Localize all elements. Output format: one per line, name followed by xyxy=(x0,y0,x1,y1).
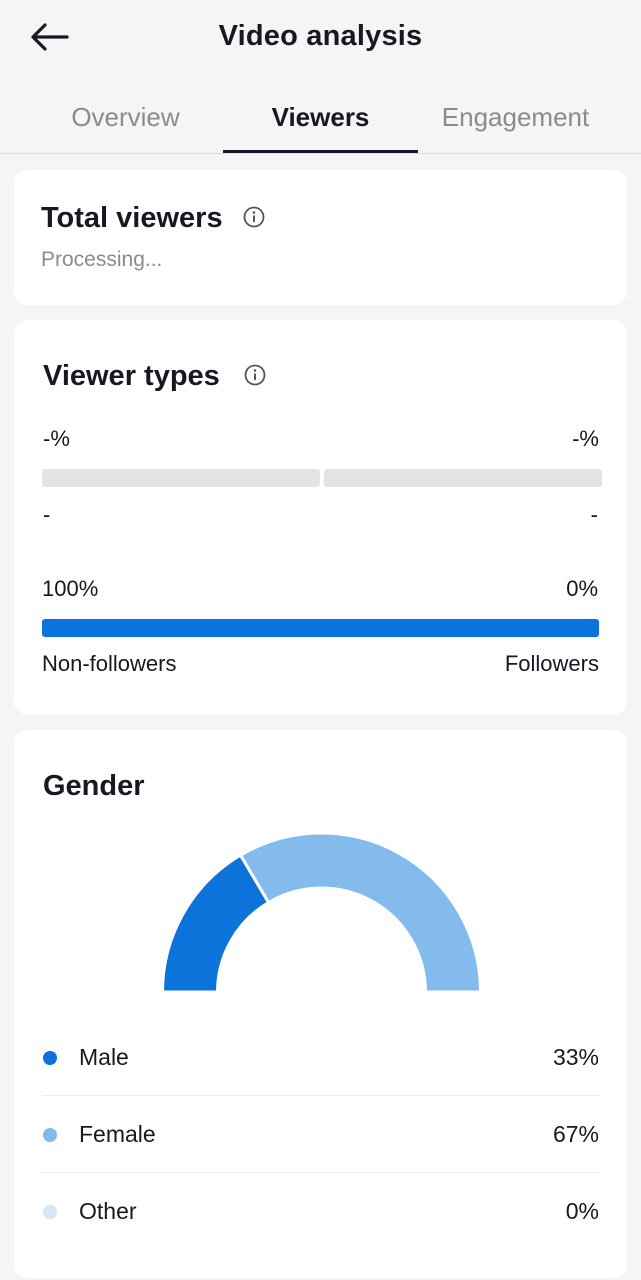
gender-card: Gender Male 33% Female 67% Other 0% xyxy=(14,730,627,1278)
back-button[interactable] xyxy=(26,18,72,56)
legend-pct: 33% xyxy=(552,1044,599,1070)
followers-label: Followers xyxy=(504,651,599,676)
total-viewers-status: Processing... xyxy=(41,248,163,271)
viewer-types-title: Viewer types xyxy=(43,360,220,392)
gender-slice-female xyxy=(238,831,483,994)
non-followers-label: Non-followers xyxy=(42,651,177,676)
returning-viewers-pct: -% xyxy=(572,426,599,451)
other-dot xyxy=(43,1205,57,1219)
info-icon[interactable] xyxy=(243,206,265,228)
page-title: Video analysis xyxy=(218,20,423,52)
followers-pct: 0% xyxy=(566,576,598,601)
non-followers-pct: 100% xyxy=(42,576,99,601)
active-tab-indicator xyxy=(223,150,418,153)
legend-label: Other xyxy=(79,1198,137,1224)
tab-engagement[interactable]: Engagement xyxy=(418,92,613,153)
new-viewers-label: - xyxy=(43,502,51,527)
legend-pct: 67% xyxy=(552,1121,599,1147)
gender-donut-chart xyxy=(160,831,483,994)
viewer-bar-left xyxy=(42,469,320,487)
tab-label: Viewers xyxy=(271,102,370,132)
returning-viewers-label: - xyxy=(590,502,598,527)
arrow-left-icon xyxy=(31,23,69,51)
legend-label: Female xyxy=(79,1121,156,1147)
viewer-bar-right xyxy=(324,469,602,487)
info-icon[interactable] xyxy=(244,364,266,386)
legend-row-other: Other 0% xyxy=(42,1173,599,1250)
male-dot xyxy=(43,1051,57,1065)
tab-bar: Overview Viewers Engagement xyxy=(0,92,641,154)
female-dot xyxy=(43,1128,57,1142)
gender-title: Gender xyxy=(43,770,145,802)
total-viewers-title: Total viewers xyxy=(41,202,223,234)
viewer-types-card: Viewer types -% -% - - 100% 0% Non-follo… xyxy=(14,320,627,715)
legend-pct: 0% xyxy=(565,1198,599,1224)
total-viewers-card: Total viewers Processing... xyxy=(14,170,627,305)
header: Video analysis xyxy=(0,0,641,76)
non-followers-bar xyxy=(42,619,599,637)
legend-label: Male xyxy=(79,1044,129,1070)
new-viewers-pct: -% xyxy=(43,426,70,451)
tab-overview[interactable]: Overview xyxy=(28,92,223,153)
tab-viewers[interactable]: Viewers xyxy=(223,92,418,153)
tab-label: Overview xyxy=(71,102,180,132)
tab-label: Engagement xyxy=(441,102,590,132)
legend-row-female: Female 67% xyxy=(42,1096,599,1173)
legend-row-male: Male 33% xyxy=(42,1019,599,1096)
